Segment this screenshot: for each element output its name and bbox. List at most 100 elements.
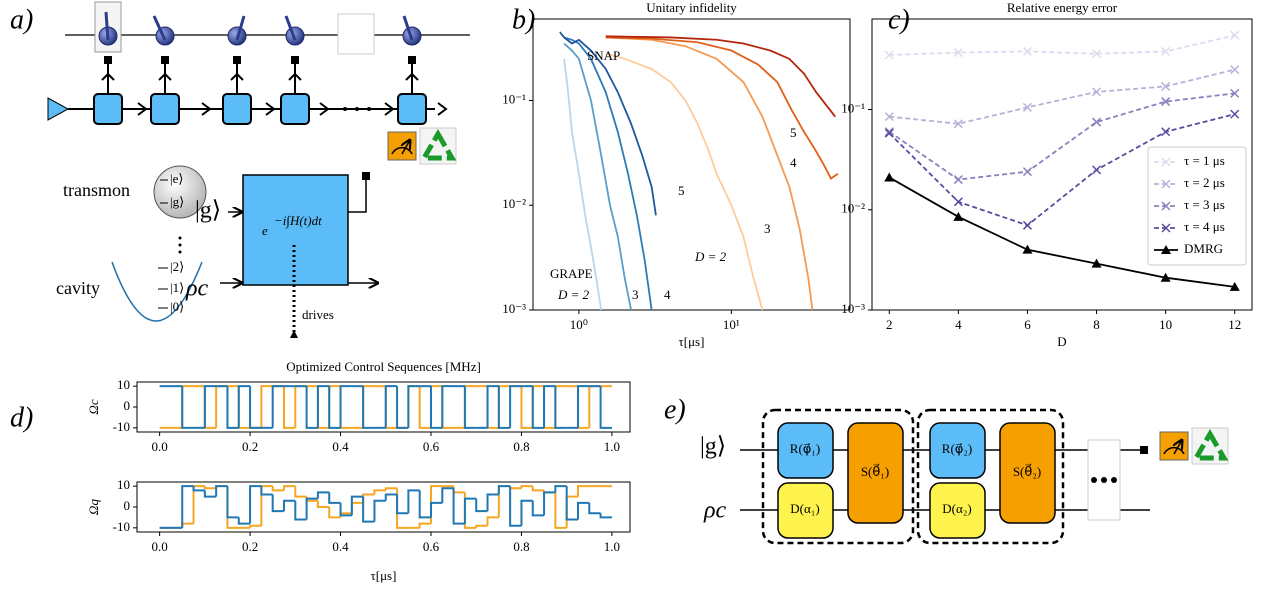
step-segment	[601, 513, 612, 517]
figure: a) transmon |e⟩ |g⟩ cavity |2⟩ |1⟩	[0, 0, 1265, 593]
step-segment	[408, 386, 419, 428]
marker	[1093, 166, 1101, 174]
chart-title: Relative energy error	[1007, 0, 1118, 15]
step-segment	[307, 499, 318, 520]
step-segment	[216, 486, 227, 496]
step-segment	[521, 386, 532, 428]
step-segment	[499, 386, 510, 428]
x-tick-label: 0.0	[151, 439, 167, 454]
x-tick-label: 10⁰	[570, 317, 588, 332]
step-segment	[182, 386, 193, 428]
marker	[954, 176, 962, 184]
y-tick-label: -10	[113, 519, 130, 534]
x-axis-label: D	[1057, 334, 1066, 349]
fock-level: |2⟩	[170, 259, 184, 274]
step-segment	[205, 386, 216, 428]
step-segment	[544, 492, 555, 515]
step-segment	[465, 386, 476, 428]
step-segment	[363, 495, 374, 503]
x-tick-label: 6	[1024, 317, 1031, 332]
annotation: 4	[790, 155, 797, 170]
step-segment	[329, 492, 340, 502]
state-label: |e⟩	[170, 171, 183, 186]
gate-label: D(α₂)	[942, 501, 971, 516]
step-segment	[239, 386, 250, 428]
legend-label: τ = 3 μs	[1184, 197, 1225, 212]
gate-label: S(θ⃗₂)	[1013, 464, 1041, 479]
step-segment	[578, 486, 589, 496]
legend-label: τ = 1 μs	[1184, 153, 1225, 168]
step-segment	[227, 386, 238, 428]
step-segment	[352, 503, 363, 513]
step-segment	[420, 524, 431, 528]
step-segment	[533, 386, 544, 428]
step-segment	[374, 490, 385, 494]
step-segment	[386, 386, 397, 428]
step-segment	[499, 486, 510, 494]
x-tick-label: 0.8	[513, 539, 529, 554]
step-segment	[273, 486, 284, 490]
step-segment	[510, 486, 521, 488]
qubit-input: |g⟩	[195, 198, 221, 224]
x-tick-label: 1.0	[604, 439, 620, 454]
step-segment	[261, 486, 272, 494]
annotation: 3	[632, 287, 639, 302]
step-segment	[250, 486, 261, 524]
panel-label: e)	[664, 394, 686, 425]
unitary-exponent: −i∫H(t)dt	[274, 213, 322, 229]
legend-label: DMRG	[1184, 241, 1223, 256]
drives-label: drives	[302, 307, 334, 322]
diagram-e: e) |g⟩ ρc R(φ⃗₁) D(α₁) S(θ⃗₁) R(φ⃗₂) D(α…	[664, 394, 1228, 543]
panel-label: a)	[10, 4, 33, 35]
cavity-label: cavity	[56, 278, 100, 298]
step-segment	[589, 503, 600, 513]
step-segment	[250, 386, 261, 428]
x-tick-label: 2	[886, 317, 893, 332]
step-segment	[284, 501, 295, 511]
step-segment	[386, 488, 397, 490]
panel-label: b)	[512, 4, 535, 35]
step-segment	[567, 486, 578, 519]
step-segment	[205, 486, 216, 488]
step-segment	[363, 386, 374, 428]
step-segment	[578, 386, 589, 428]
y-tick-label: 10⁻¹	[841, 101, 865, 116]
legend-label: τ = 4 μs	[1184, 219, 1225, 234]
step-segment	[431, 503, 442, 518]
marker	[1231, 110, 1239, 118]
step-segment	[341, 386, 352, 428]
step-segment	[533, 386, 544, 428]
step-segment	[284, 486, 295, 490]
y-tick-label: -10	[113, 419, 130, 434]
step-segment	[567, 497, 578, 528]
step-segment	[510, 486, 521, 526]
step-segment	[182, 486, 193, 528]
gate-label: R(φ⃗₁)	[790, 441, 820, 456]
step-segment	[544, 386, 555, 428]
annotation: 5	[790, 125, 797, 140]
qubit-input: |g⟩	[700, 434, 726, 460]
step-segment	[510, 386, 521, 428]
x-axis-label: τ[μs]	[371, 568, 397, 583]
step-segment	[431, 386, 442, 428]
x-axis-label: τ[μs]	[679, 334, 705, 349]
y-axis-label: Ωq	[86, 499, 101, 515]
step-segment	[442, 386, 453, 428]
step-segment	[341, 386, 352, 428]
annotation: D = 2	[557, 287, 590, 302]
step-segment	[318, 492, 329, 498]
marker	[953, 212, 963, 221]
x-tick-label: 1.0	[604, 539, 620, 554]
step-segment	[374, 501, 385, 522]
diagram-a: a) transmon |e⟩ |g⟩ cavity |2⟩ |1⟩	[10, 2, 470, 338]
y-tick-label: 10⁻²	[841, 201, 865, 216]
step-segment	[499, 486, 510, 517]
step-segment	[329, 386, 340, 428]
step-segment	[420, 490, 431, 517]
step-segment	[521, 486, 532, 488]
step-segment	[555, 492, 566, 527]
step-segment	[476, 499, 487, 512]
x-tick-label: 0.4	[332, 539, 349, 554]
step-segment	[488, 386, 499, 428]
step-segment	[261, 486, 272, 526]
